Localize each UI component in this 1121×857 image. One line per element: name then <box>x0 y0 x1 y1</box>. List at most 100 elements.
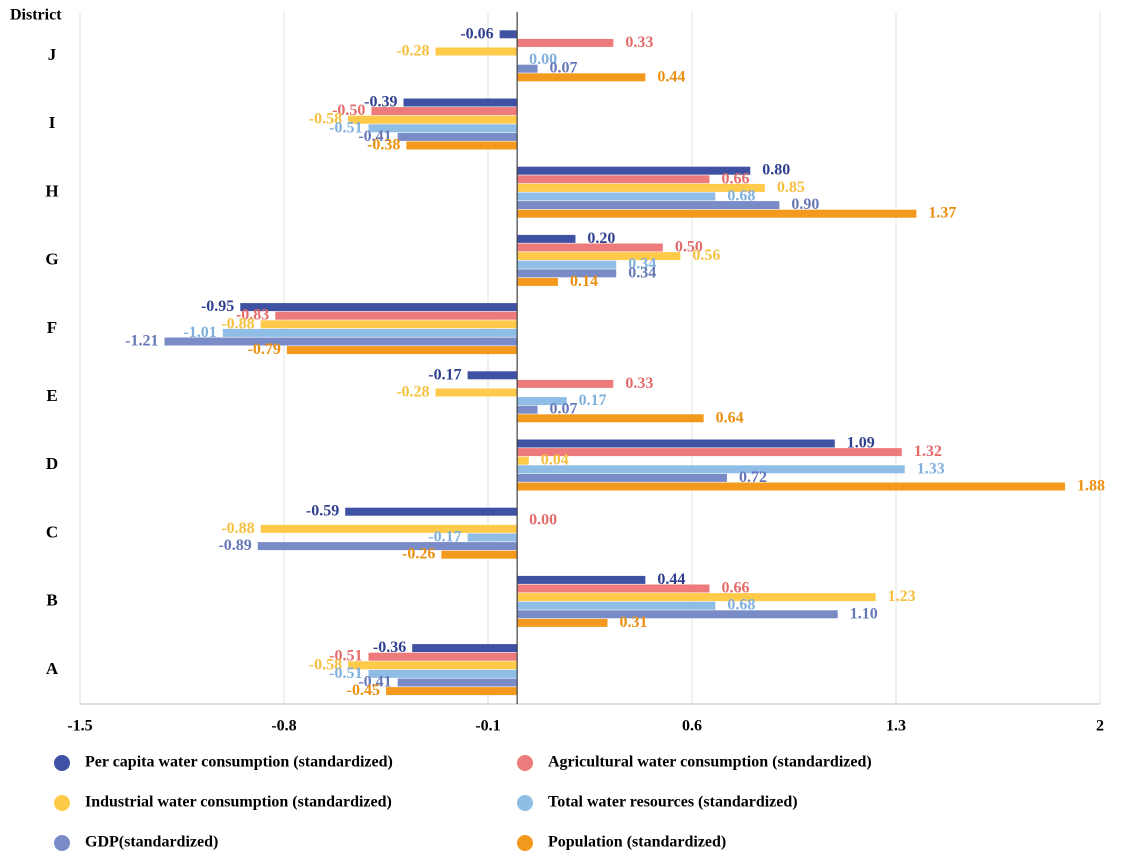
value-label: -0.59 <box>306 503 339 520</box>
value-label: -1.01 <box>183 324 216 341</box>
bar <box>517 593 876 602</box>
bar <box>517 243 663 252</box>
bar <box>368 652 518 661</box>
value-label: 0.20 <box>587 230 615 247</box>
legend-marker <box>517 795 533 811</box>
bar <box>435 388 518 397</box>
legend-label: Agricultural water consumption (standard… <box>548 754 872 771</box>
bar <box>517 166 751 175</box>
value-label: -0.41 <box>358 673 391 690</box>
value-label: 1.37 <box>928 205 956 222</box>
x-tick-label: -0.8 <box>271 718 296 735</box>
y-tick-label: G <box>45 250 58 269</box>
value-label: -0.83 <box>236 307 269 324</box>
value-label: 0.72 <box>739 469 767 486</box>
bar <box>467 371 518 380</box>
bar <box>467 533 518 542</box>
bar <box>348 661 518 670</box>
value-label: 0.56 <box>692 247 720 264</box>
bar <box>517 234 576 243</box>
value-label: 0.44 <box>657 68 685 85</box>
bar <box>275 311 518 320</box>
bar <box>517 260 617 269</box>
bar <box>240 303 518 312</box>
bar <box>517 439 835 448</box>
value-label: 0.33 <box>625 34 653 51</box>
value-label: -0.38 <box>367 136 400 153</box>
value-label: -0.88 <box>221 315 254 332</box>
legend-label: Per capita water consumption (standardiz… <box>85 754 393 771</box>
value-label: 0.00 <box>529 511 557 528</box>
bar <box>517 482 1066 491</box>
bar <box>164 337 518 346</box>
value-label: 0.33 <box>625 375 653 392</box>
value-label: 0.90 <box>791 196 819 213</box>
bar <box>517 575 646 584</box>
value-label: -0.51 <box>329 119 362 136</box>
bar <box>403 98 518 107</box>
value-label: -0.51 <box>329 648 362 665</box>
bar <box>406 141 518 150</box>
bar <box>517 277 558 286</box>
bar <box>441 550 518 559</box>
bar <box>371 107 518 116</box>
bar <box>517 405 538 414</box>
x-tick-label: -1.5 <box>67 718 92 735</box>
bar <box>517 397 567 406</box>
bar <box>260 320 518 329</box>
value-label: -0.89 <box>218 537 251 554</box>
value-label: -0.26 <box>402 546 435 563</box>
value-label: -0.51 <box>329 665 362 682</box>
value-label: -0.79 <box>248 341 281 358</box>
bar <box>517 448 902 457</box>
y-tick-label: B <box>46 591 57 610</box>
bar <box>517 73 646 82</box>
value-label: 0.34 <box>628 264 656 281</box>
bar <box>517 584 710 593</box>
value-label: 1.09 <box>847 434 875 451</box>
value-label: 0.66 <box>721 579 749 596</box>
bar <box>222 328 518 337</box>
legend-label: GDP(standardized) <box>85 834 218 851</box>
bar <box>368 669 518 678</box>
x-tick-label: 1.3 <box>886 718 906 735</box>
x-tick-label: 0.6 <box>682 718 702 735</box>
value-label: 0.14 <box>570 273 598 290</box>
y-tick-label: E <box>46 386 57 405</box>
value-label: -0.88 <box>221 520 254 537</box>
value-label: -0.06 <box>460 25 493 42</box>
y-tick-label: I <box>49 113 56 132</box>
value-label: 0.85 <box>777 179 805 196</box>
bar <box>286 346 518 355</box>
bar <box>517 618 608 627</box>
bar <box>517 601 716 610</box>
value-label: -0.50 <box>332 102 365 119</box>
y-tick-label: A <box>46 659 59 678</box>
y-axis-label: District <box>10 7 62 24</box>
bar <box>517 414 704 423</box>
bar <box>517 175 710 184</box>
value-label: -0.41 <box>358 128 391 145</box>
bar <box>397 132 518 141</box>
value-label: 0.17 <box>579 392 607 409</box>
legend-label: Population (standardized) <box>548 834 726 851</box>
bar <box>397 678 518 687</box>
legend-marker <box>54 795 70 811</box>
legend-marker <box>517 755 533 771</box>
bar <box>386 687 518 696</box>
legend-marker <box>54 835 70 851</box>
value-label: 0.80 <box>762 162 790 179</box>
y-tick-label: D <box>46 454 58 473</box>
bar <box>517 473 727 482</box>
bar <box>517 201 780 210</box>
bar <box>348 115 518 124</box>
value-label: 0.04 <box>541 452 569 469</box>
y-tick-label: H <box>45 181 58 200</box>
value-label: 0.50 <box>675 238 703 255</box>
value-label: -0.58 <box>309 656 342 673</box>
value-label: -0.58 <box>309 111 342 128</box>
value-label: -0.28 <box>396 383 429 400</box>
bar <box>517 456 529 465</box>
legend-marker <box>54 755 70 771</box>
